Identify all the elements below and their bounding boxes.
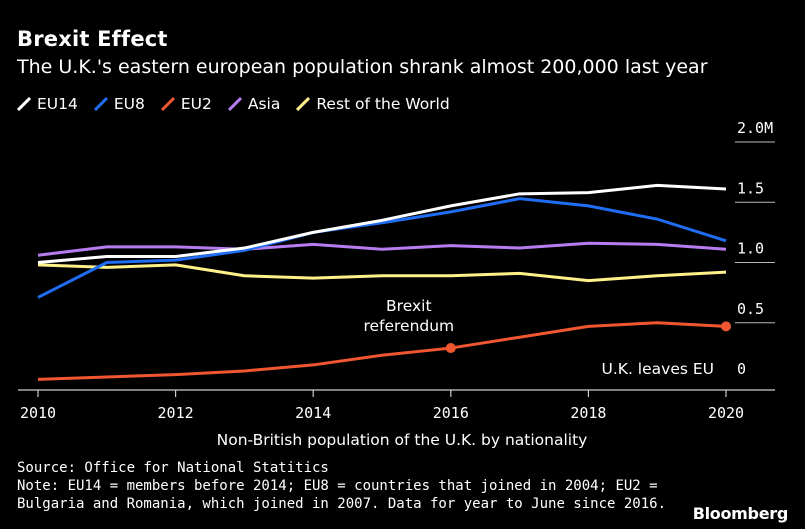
x-tick-label: 2020	[708, 404, 744, 422]
legend-swatch-icon	[227, 97, 242, 111]
legend-label-eu2: EU2	[180, 95, 212, 113]
legend-item-asia: Asia	[227, 95, 281, 113]
legend-label-eu8: EU8	[113, 95, 145, 113]
x-axis-label: Non-British population of the U.K. by na…	[217, 431, 588, 449]
y-tick-label: 1.0	[737, 240, 764, 258]
annotation-marker	[445, 343, 456, 354]
legend-swatch-icon	[296, 97, 311, 111]
annotation-label-referendum: Brexit	[386, 297, 432, 315]
annotation-marker	[721, 321, 731, 332]
series-line-asia	[37, 241, 727, 257]
legend-item-eu14: EU14	[17, 95, 78, 113]
chart-footnotes: Source: Office for National Statitics No…	[17, 459, 666, 513]
bloomberg-logo: Bloomberg	[692, 504, 789, 523]
chart-title: Brexit Effect	[17, 27, 168, 51]
series-line-eu2	[37, 321, 727, 381]
legend: EU14 EU8 EU2 Asia Rest of the World	[17, 95, 466, 113]
note-line-2: Bulgaria and Romania, which joined in 20…	[17, 496, 667, 512]
y-tick-label: 0.5	[737, 300, 764, 318]
note-line-1: Note: EU14 = members before 2014; EU8 = …	[17, 478, 658, 494]
chart-subtitle: The U.K.'s eastern european population s…	[17, 56, 708, 78]
legend-swatch-icon	[17, 97, 31, 111]
source-note: Source: Office for National Statitics	[17, 460, 329, 476]
annotation-label-referendum: referendum	[363, 317, 454, 335]
x-tick-label: 2010	[20, 404, 56, 422]
legend-label-rest-of-world: Rest of the World	[316, 95, 450, 113]
y-tick-label: 1.5	[737, 179, 764, 197]
legend-label-asia: Asia	[247, 95, 281, 113]
y-tick-label: 0	[737, 360, 746, 378]
series-line-rest-of-the-world	[37, 263, 727, 283]
legend-item-eu2: EU2	[160, 95, 212, 113]
x-tick-label: 2012	[158, 404, 194, 422]
y-tick-label: 2.0M	[737, 119, 773, 137]
series-line-eu14	[37, 183, 727, 264]
x-tick-label: 2018	[570, 404, 606, 422]
series-line-eu8	[37, 197, 727, 299]
x-tick-label: 2014	[295, 404, 331, 422]
legend-item-eu8: EU8	[93, 95, 145, 113]
legend-item-rest-of-world: Rest of the World	[296, 95, 450, 113]
legend-swatch-icon	[93, 97, 108, 111]
legend-label-eu14: EU14	[37, 95, 78, 113]
legend-swatch-icon	[160, 97, 175, 111]
x-tick-label: 2016	[433, 404, 469, 422]
annotation-label-leaves-eu: U.K. leaves EU	[602, 360, 714, 378]
